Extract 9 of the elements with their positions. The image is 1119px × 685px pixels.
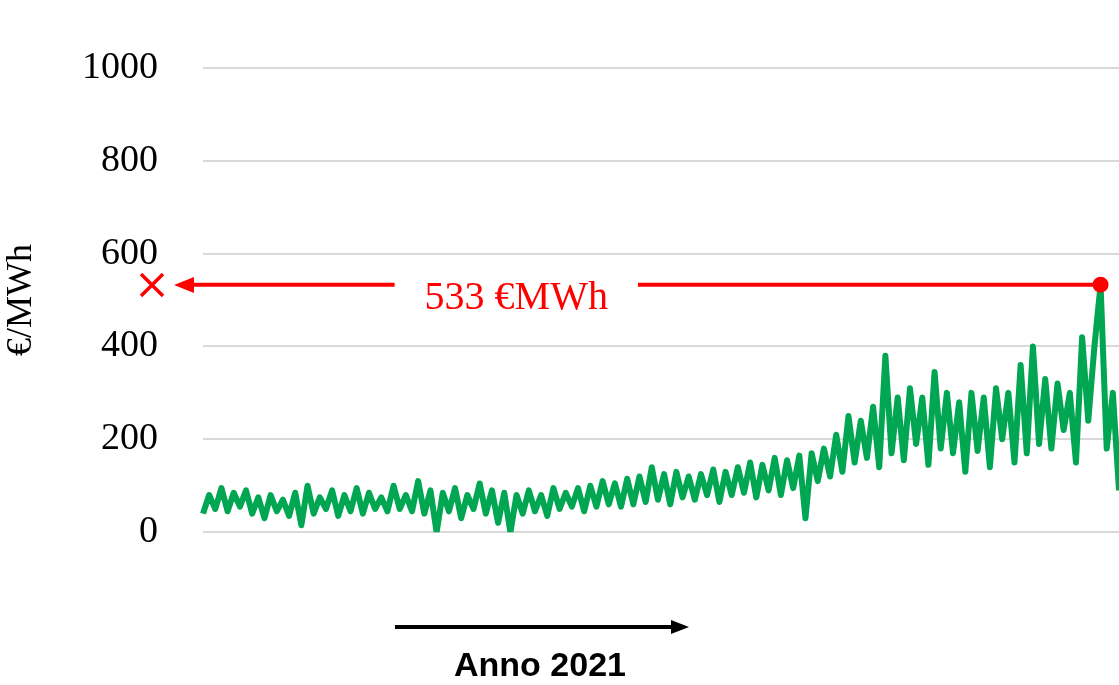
- y-axis-title: €/MWh: [0, 244, 40, 356]
- y-tick-label: 1000: [82, 43, 158, 86]
- y-tick-label: 200: [101, 415, 158, 458]
- ref-line-label: 533 €MWh: [424, 273, 608, 319]
- y-tick-label: 0: [139, 508, 158, 551]
- y-tick-label: 600: [101, 229, 158, 272]
- x-axis-title: Anno 2021: [453, 645, 627, 684]
- y-tick-label: 400: [101, 322, 158, 365]
- y-tick-label: 800: [101, 136, 158, 179]
